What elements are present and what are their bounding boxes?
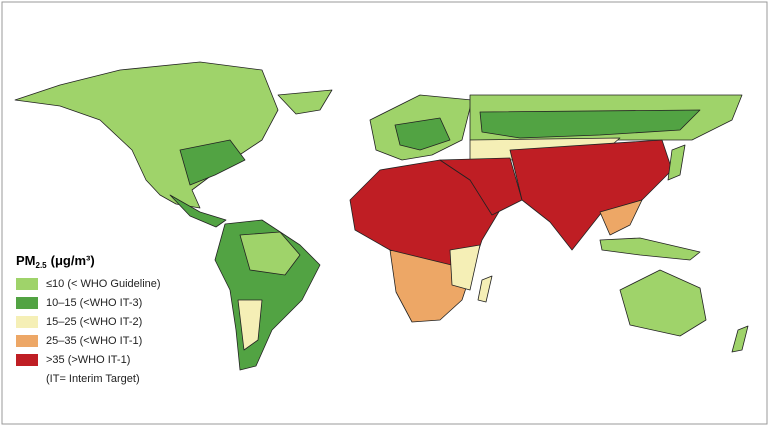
- legend-label: 15–25 (<WHO IT-2): [46, 316, 142, 328]
- asia-fringe: [599, 199, 643, 236]
- central-asia: [479, 109, 701, 139]
- madagascar: [477, 275, 493, 303]
- indonesia: [599, 237, 701, 261]
- japan: [667, 144, 686, 181]
- world-map: [14, 61, 749, 371]
- africa-east: [449, 244, 481, 291]
- north-america-east: [179, 139, 246, 186]
- south-america-south: [237, 299, 263, 351]
- south-america-north: [239, 231, 301, 276]
- legend-swatch: [16, 297, 38, 309]
- legend-title-main: PM: [16, 253, 36, 268]
- legend-label: ≤10 (< WHO Guideline): [46, 278, 161, 290]
- legend-swatch: [16, 316, 38, 328]
- greenland: [277, 89, 333, 115]
- legend-swatch: [16, 354, 38, 366]
- legend-title-unit: (μg/m³): [51, 253, 95, 268]
- africa-north: [349, 159, 501, 276]
- europe-central: [394, 117, 451, 151]
- central-america: [169, 194, 227, 228]
- legend-label: 25–35 (<WHO IT-1): [46, 335, 142, 347]
- middle-east: [439, 157, 523, 216]
- legend-swatch: [16, 278, 38, 290]
- legend-note: (IT= Interim Target): [46, 373, 140, 385]
- legend-label: 10–15 (<WHO IT-3): [46, 297, 142, 309]
- legend-title: PM2.5 (μg/m³): [16, 253, 95, 270]
- legend-label: >35 (>WHO IT-1): [46, 354, 130, 366]
- legend: PM2.5 (μg/m³) ≤10 (< WHO Guideline) 10–15 …: [16, 253, 161, 385]
- legend-swatch: [16, 335, 38, 347]
- new-zealand: [731, 325, 749, 353]
- australia: [619, 269, 707, 337]
- legend-title-sub: 2.5: [36, 261, 48, 270]
